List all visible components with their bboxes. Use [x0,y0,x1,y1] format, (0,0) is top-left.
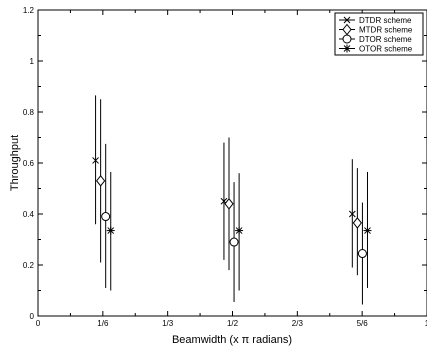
y-axis-label: Throughput [9,135,21,191]
x-tick-label: 2/3 [292,319,304,328]
data-layer [92,95,372,305]
x-tick-label: 1/2 [227,319,239,328]
legend-label-3: OTOR scheme [359,45,413,54]
y-tick-label: 0.8 [23,108,35,117]
x-tick-label: 1/6 [97,319,109,328]
marker-series-3-point-2 [363,226,372,235]
y-tick-label: 1 [30,57,35,66]
marker-series-1-point-1 [224,197,234,210]
y-tick-label: 0.4 [23,210,35,219]
x-axis-label: Beamwidth (x π radians) [172,334,292,346]
y-tick-label: 0.6 [23,159,35,168]
legend-label-2: DTOR scheme [359,35,412,44]
marker-series-1-point-0 [95,175,106,187]
legend-marker-0 [343,16,351,24]
y-tick-label: 1.2 [23,6,35,15]
marker-series-3-point-0 [106,226,115,235]
x-tick-label: 0 [36,319,41,328]
marker-series-3-point-1 [235,226,244,235]
x-tick-label: 5/6 [357,319,369,328]
marker-series-0-point-0 [92,157,99,164]
legend-marker-2 [342,34,352,44]
marker-series-2-point-0 [101,212,111,222]
legend-label-1: MTDR scheme [359,26,413,35]
marker-series-1-point-2 [352,217,363,229]
ticks-layer: 0 1/6 1/3 1/2 2/3 5/6 1 0 0.2 0.4 0.6 0.8 1 1.2 [23,6,427,328]
legend-marker-3 [343,44,351,53]
x-tick-label: 1 [425,319,427,328]
plot-area [37,9,427,317]
marker-series-0-point-2 [348,210,356,218]
y-tick-label: 0.2 [23,261,35,270]
marker-series-2-point-1 [229,237,239,247]
marker-series-2-point-2 [357,249,367,259]
legend-label-0: DTDR scheme [359,16,412,25]
x-tick-label: 1/3 [162,319,174,328]
y-tick-label: 0 [30,312,35,321]
